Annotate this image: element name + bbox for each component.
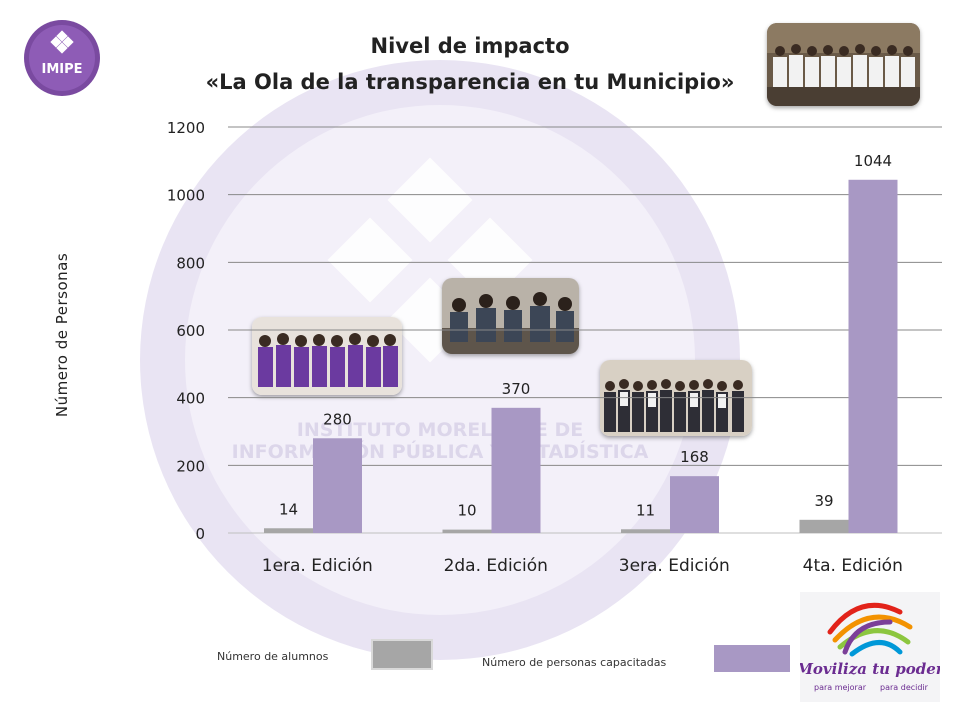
value-label-alumnos-4: 39 bbox=[814, 492, 833, 510]
group-photo-2da-edicion bbox=[442, 278, 579, 354]
legend-swatch-personas bbox=[714, 645, 790, 672]
group-photo-3era-edicion bbox=[600, 360, 752, 436]
value-label-personas-2: 370 bbox=[502, 380, 531, 398]
value-label-personas-4: 1044 bbox=[854, 152, 892, 170]
chart-title-line-1: Nivel de impacto bbox=[370, 34, 570, 58]
watermark-line-2: INFORMACIÓN PÚBLICA Y ESTADÍSTICA bbox=[232, 439, 649, 463]
x-tick-label: 1era. Edición bbox=[262, 556, 373, 576]
legend-label-personas: Número de personas capacitadas bbox=[482, 656, 667, 669]
chart-title-line-2: «La Ola de la transparencia en tu Munici… bbox=[205, 70, 735, 94]
bar-alumnos-3 bbox=[621, 529, 670, 533]
bar-alumnos-4 bbox=[799, 519, 849, 533]
legend-label-alumnos: Número de alumnos bbox=[217, 650, 329, 663]
y-tick-label: 1000 bbox=[167, 187, 205, 205]
bar-alumnos-1 bbox=[264, 528, 313, 533]
bar-personas-3 bbox=[670, 476, 719, 533]
y-tick-label: 600 bbox=[176, 322, 205, 340]
legend-swatch-alumnos bbox=[371, 639, 433, 670]
value-label-personas-1: 280 bbox=[323, 410, 352, 428]
logo-text: IMIPE bbox=[41, 62, 82, 77]
y-tick-label: 800 bbox=[176, 254, 205, 272]
y-tick-label: 200 bbox=[176, 457, 205, 475]
bar-personas-4 bbox=[848, 179, 898, 533]
x-tick-label: 2da. Edición bbox=[444, 556, 548, 576]
bar-personas-2 bbox=[491, 407, 541, 533]
brand-sub-2: para decidir bbox=[880, 683, 929, 692]
moviliza-tu-poder-logo: Moviliza tu poder para mejorar para deci… bbox=[800, 592, 940, 702]
group-photo-top bbox=[767, 23, 920, 106]
brand-title: Moviliza tu poder bbox=[800, 660, 940, 678]
imipe-logo: IMIPE bbox=[24, 20, 100, 96]
value-label-alumnos-1: 14 bbox=[279, 500, 298, 518]
y-tick-label: 1200 bbox=[167, 119, 205, 137]
value-label-alumnos-2: 10 bbox=[457, 502, 476, 520]
brand-sub-1: para mejorar bbox=[814, 683, 867, 692]
value-label-personas-3: 168 bbox=[680, 448, 709, 466]
value-label-alumnos-3: 11 bbox=[636, 501, 655, 519]
bar-alumnos-2 bbox=[442, 529, 492, 533]
y-tick-label: 400 bbox=[176, 390, 205, 408]
x-tick-label: 4ta. Edición bbox=[803, 556, 903, 576]
x-tick-label: 3era. Edición bbox=[619, 556, 730, 576]
bar-personas-1 bbox=[313, 438, 362, 533]
y-tick-label: 0 bbox=[195, 525, 205, 543]
